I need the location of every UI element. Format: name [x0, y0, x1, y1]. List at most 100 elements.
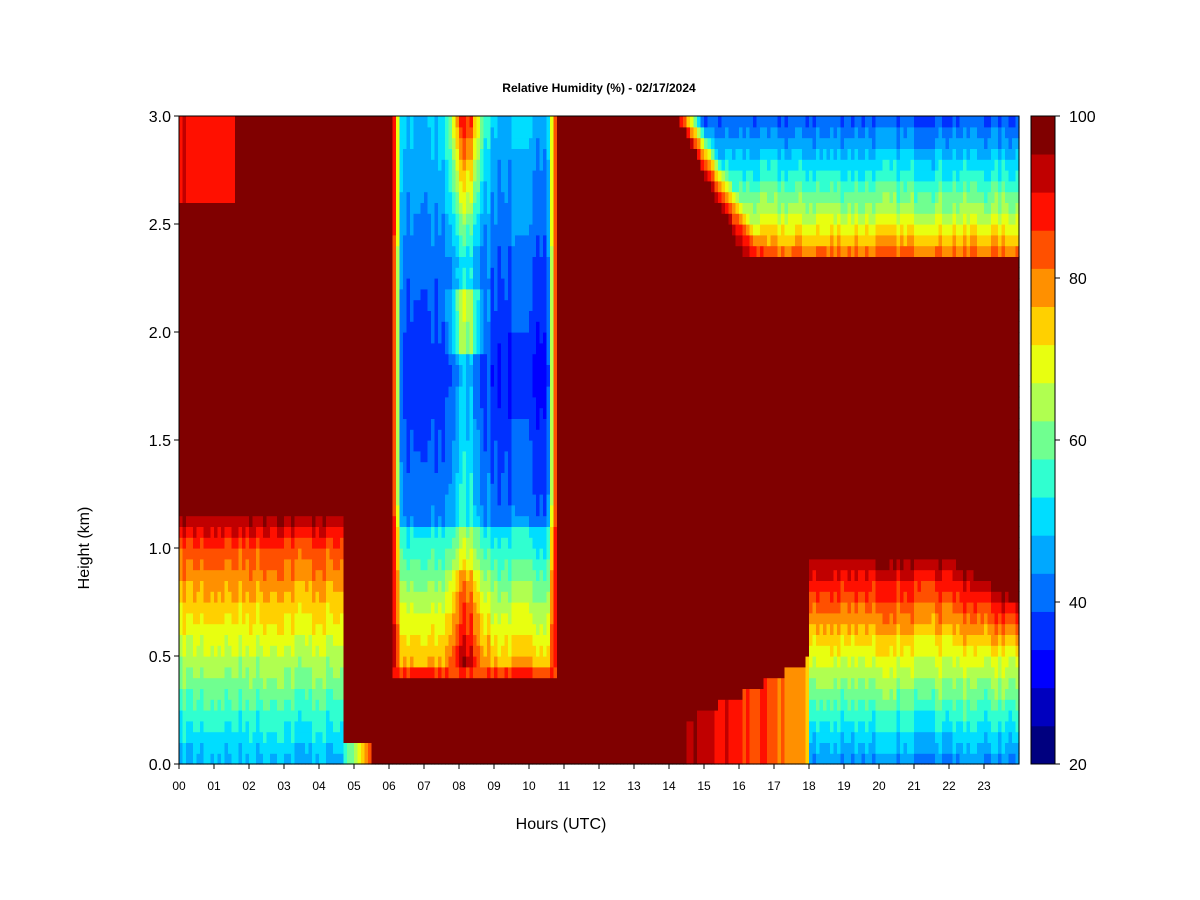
heatmap-cell	[273, 278, 278, 290]
heatmap-cell	[406, 321, 411, 333]
heatmap-cell	[413, 753, 418, 765]
heatmap-cell	[284, 623, 289, 635]
heatmap-cell	[389, 494, 394, 506]
heatmap-cell	[270, 224, 275, 236]
heatmap-cell	[406, 483, 411, 495]
heatmap-cell	[329, 321, 334, 333]
heatmap-cell	[333, 591, 338, 603]
heatmap-cell	[210, 591, 215, 603]
heatmap-cell	[284, 418, 289, 430]
heatmap-cell	[438, 602, 443, 614]
heatmap-cell	[431, 677, 436, 689]
heatmap-cell	[326, 407, 331, 419]
heatmap-cell	[427, 580, 432, 592]
heatmap-cell	[441, 699, 446, 711]
heatmap-cell	[392, 386, 397, 398]
heatmap-cell	[284, 191, 289, 203]
heatmap-cell	[431, 191, 436, 203]
heatmap-cell	[392, 548, 397, 560]
heatmap-cell	[291, 213, 296, 225]
heatmap-cell	[329, 699, 334, 711]
heatmap-cell	[221, 126, 226, 139]
heatmap-cell	[235, 245, 240, 257]
heatmap-cell	[417, 310, 422, 322]
heatmap-cell	[364, 656, 369, 668]
heatmap-cell	[252, 126, 257, 139]
heatmap-cell	[280, 720, 285, 733]
heatmap-cell	[396, 548, 401, 560]
heatmap-cell	[322, 710, 327, 722]
heatmap-cell	[459, 494, 464, 506]
heatmap-cell	[420, 191, 425, 203]
heatmap-cell	[448, 472, 453, 484]
heatmap-cell	[368, 591, 373, 603]
heatmap-cell	[203, 213, 208, 225]
heatmap-cell	[399, 666, 404, 679]
heatmap-cell	[245, 753, 250, 765]
heatmap-cell	[343, 148, 348, 160]
heatmap-cell	[424, 386, 429, 398]
heatmap-cell	[431, 234, 436, 247]
heatmap-cell	[319, 418, 324, 430]
heatmap-cell	[266, 321, 271, 333]
heatmap-cell	[200, 126, 205, 139]
heatmap-cell	[252, 396, 257, 409]
heatmap-cell	[347, 591, 352, 603]
heatmap-cell	[277, 148, 282, 160]
heatmap-cell	[462, 137, 467, 149]
heatmap-cell	[193, 299, 198, 311]
heatmap-cell	[378, 299, 383, 311]
heatmap-cell	[371, 623, 376, 635]
heatmap-cell	[462, 386, 467, 398]
heatmap-cell	[294, 677, 299, 689]
heatmap-cell	[326, 504, 331, 517]
heatmap-cell	[200, 494, 205, 506]
heatmap-cell	[189, 731, 194, 743]
heatmap-cell	[214, 591, 219, 603]
heatmap-cell	[413, 731, 418, 743]
heatmap-cell	[235, 396, 240, 409]
heatmap-cell	[287, 407, 292, 419]
heatmap-cell	[455, 537, 460, 549]
heatmap-cell	[308, 321, 313, 333]
heatmap-cell	[322, 677, 327, 689]
heatmap-cell	[424, 753, 429, 765]
heatmap-cell	[284, 342, 289, 355]
heatmap-cell	[462, 612, 467, 625]
heatmap-cell	[277, 299, 282, 311]
heatmap-cell	[396, 278, 401, 290]
heatmap-cell	[266, 234, 271, 247]
heatmap-cell	[399, 602, 404, 614]
heatmap-cell	[378, 548, 383, 560]
heatmap-cell	[361, 202, 366, 214]
heatmap-cell	[424, 504, 429, 517]
heatmap-cell	[294, 407, 299, 419]
heatmap-cell	[298, 580, 303, 592]
heatmap-cell	[214, 180, 219, 193]
heatmap-cell	[308, 213, 313, 225]
heatmap-cell	[462, 699, 467, 711]
heatmap-cell	[305, 137, 310, 149]
heatmap-cell	[343, 483, 348, 495]
heatmap-cell	[441, 342, 446, 355]
heatmap-cell	[413, 299, 418, 311]
heatmap-cell	[231, 332, 236, 344]
heatmap-cell	[431, 656, 436, 668]
heatmap-cell	[333, 504, 338, 517]
heatmap-cell	[357, 299, 362, 311]
heatmap-cell	[361, 526, 366, 538]
heatmap-cell	[280, 612, 285, 625]
heatmap-cell	[396, 602, 401, 614]
heatmap-cell	[445, 396, 450, 409]
heatmap-cell	[284, 256, 289, 268]
heatmap-cell	[336, 353, 341, 365]
heatmap-cell	[441, 537, 446, 549]
heatmap-cell	[217, 623, 222, 635]
heatmap-cell	[231, 731, 236, 743]
heatmap-cell	[256, 191, 261, 203]
heatmap-cell	[263, 515, 268, 527]
heatmap-cell	[217, 191, 222, 203]
heatmap-cell	[207, 170, 212, 182]
heatmap-cell	[452, 699, 457, 711]
heatmap-cell	[273, 623, 278, 635]
